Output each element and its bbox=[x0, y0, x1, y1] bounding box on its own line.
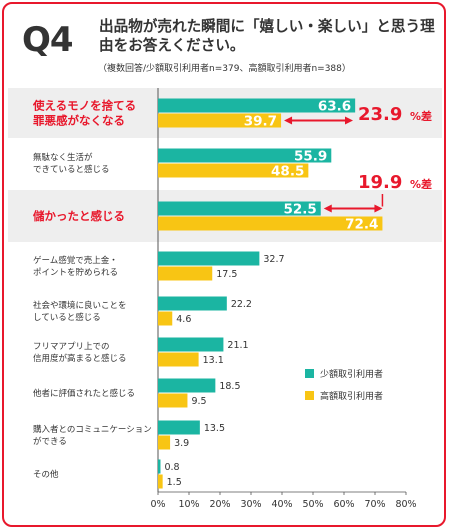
x-tick-label: 30% bbox=[240, 499, 261, 510]
bar-small-amount bbox=[158, 420, 200, 435]
data-label: 48.5 bbox=[271, 164, 304, 180]
data-label: 63.6 bbox=[318, 99, 351, 115]
category-label: 購入者とのコミュニケーションができる bbox=[33, 424, 152, 447]
category-label: 無駄なく生活ができていると感じる bbox=[33, 152, 110, 175]
bar-high-amount bbox=[158, 352, 199, 367]
category-label: 儲かったと感じる bbox=[32, 209, 125, 223]
data-label: 0.8 bbox=[164, 462, 179, 473]
legend-label: 少額取引利用者 bbox=[320, 368, 383, 380]
category-label: 他者に評価されたと感じる bbox=[33, 388, 135, 399]
bar-small-amount bbox=[158, 337, 224, 352]
data-label: 3.9 bbox=[174, 438, 189, 449]
x-tick-label: 80% bbox=[395, 499, 416, 510]
question-number: Q4 bbox=[22, 20, 74, 60]
difference-arrowhead-left bbox=[284, 116, 293, 125]
bar-high-amount bbox=[158, 435, 171, 450]
data-label: 13.5 bbox=[204, 423, 225, 434]
data-label: 9.5 bbox=[191, 396, 206, 407]
category-label: フリマアプリ上での信用度が高まると感じる bbox=[33, 342, 127, 364]
highlight-band bbox=[8, 88, 442, 138]
question-title: 出品物が売れた瞬間に「嬉しい・楽しい」と思う理由をお答えください。 bbox=[99, 18, 435, 54]
bar-high-amount bbox=[158, 311, 173, 326]
difference-arrowhead-right bbox=[374, 204, 383, 213]
difference-unit: %差 bbox=[410, 109, 432, 123]
data-label: 13.1 bbox=[203, 355, 224, 366]
difference-arrowhead-right bbox=[345, 116, 353, 125]
data-label: 17.5 bbox=[216, 269, 237, 280]
question-subtitle: （複数回答/少額取引利用者n=379、高額取引利用者n=388） bbox=[98, 64, 351, 74]
bar-high-amount bbox=[158, 266, 213, 281]
legend-label: 高額取引利用者 bbox=[320, 390, 383, 402]
data-label: 72.4 bbox=[345, 217, 378, 233]
category-label: 社会や環境に良いことをしていると感じる bbox=[33, 300, 127, 323]
legend-swatch bbox=[305, 391, 314, 400]
data-label: 21.1 bbox=[227, 340, 248, 351]
difference-unit: %差 bbox=[410, 177, 432, 191]
data-label: 22.2 bbox=[231, 299, 252, 310]
data-label: 39.7 bbox=[244, 114, 277, 130]
bar-high-amount bbox=[158, 216, 383, 231]
x-tick-label: 70% bbox=[364, 499, 385, 510]
data-label: 32.7 bbox=[263, 254, 284, 265]
bar-small-amount bbox=[158, 251, 260, 266]
bar-small-amount bbox=[158, 201, 321, 216]
data-label: 55.9 bbox=[294, 149, 327, 165]
bar-high-amount bbox=[158, 113, 282, 128]
x-tick-label: 10% bbox=[178, 499, 199, 510]
data-label: 52.5 bbox=[283, 202, 316, 218]
difference-arrowhead-left bbox=[323, 204, 332, 213]
data-label: 18.5 bbox=[219, 381, 240, 392]
x-tick-label: 60% bbox=[333, 499, 354, 510]
data-label: 4.6 bbox=[176, 314, 191, 325]
bar-small-amount bbox=[158, 296, 227, 311]
x-tick-label: 20% bbox=[209, 499, 230, 510]
highlight-band bbox=[8, 190, 442, 242]
bar-small-amount bbox=[158, 378, 216, 393]
data-label: 1.5 bbox=[167, 477, 182, 488]
bar-high-amount bbox=[158, 393, 188, 408]
bar-high-amount bbox=[158, 163, 309, 178]
bar-small-amount bbox=[158, 459, 161, 474]
bar-small-amount bbox=[158, 98, 356, 113]
category-label: ゲーム感覚で売上金・ポイントを貯められる bbox=[33, 255, 118, 278]
difference-label: 23.9 bbox=[358, 104, 402, 125]
category-label: その他 bbox=[33, 469, 59, 480]
bar-small-amount bbox=[158, 148, 332, 163]
x-tick-label: 40% bbox=[271, 499, 292, 510]
x-tick-label: 0% bbox=[150, 499, 165, 510]
category-label: 使えるモノを捨てる罪悪感がなくなる bbox=[32, 99, 136, 128]
legend-swatch bbox=[305, 369, 314, 378]
difference-label: 19.9 bbox=[358, 172, 402, 193]
x-tick-label: 50% bbox=[302, 499, 323, 510]
bar-high-amount bbox=[158, 474, 163, 489]
